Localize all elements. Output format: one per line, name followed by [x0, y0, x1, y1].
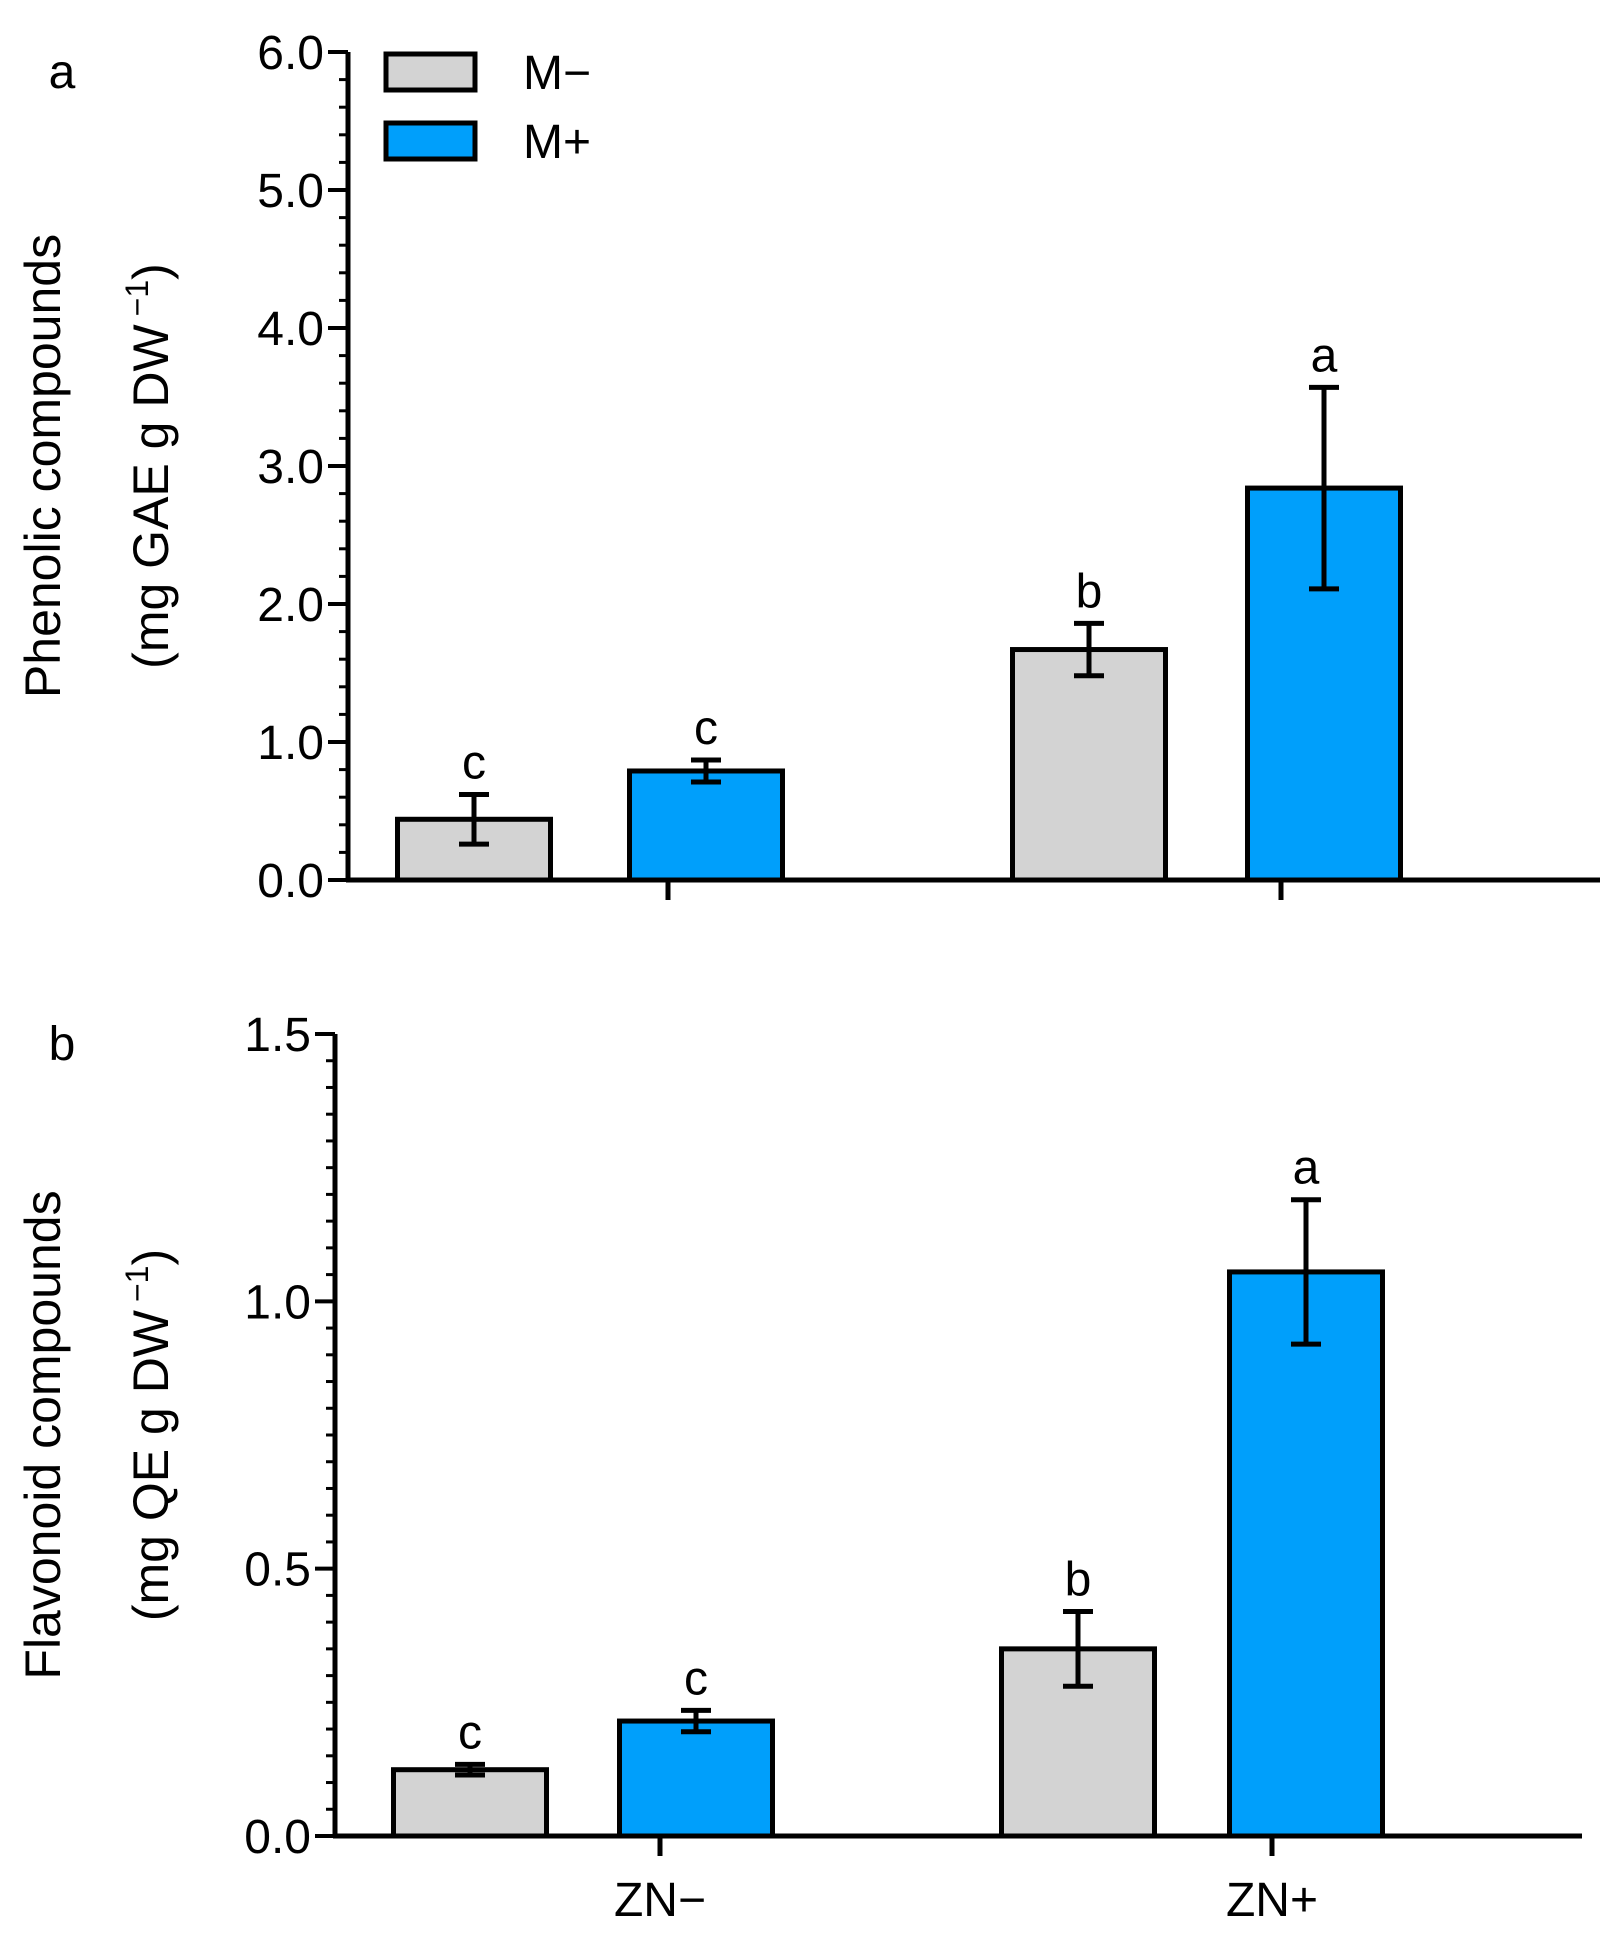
legend: M− M+: [383, 47, 591, 169]
x-category-label: ZN+: [1226, 1874, 1318, 1927]
y-axis-unit-text: (mg QE g DW: [123, 1309, 179, 1621]
y-tick-label: 0.5: [244, 1544, 311, 1597]
bar-m-plus-zn-minus: [617, 1718, 775, 1839]
bar-m-plus-zn-minus: [627, 768, 785, 883]
significance-letter: a: [1293, 1142, 1320, 1195]
y-axis-unit-text: (mg GAE g DW: [123, 324, 179, 669]
significance-letter: c: [694, 702, 718, 755]
y-axis-unit-label: (mg GAE g DW −1): [119, 263, 179, 669]
y-tick-label: 4.0: [257, 303, 324, 356]
significance-letter: b: [1065, 1553, 1092, 1606]
panel-label: a: [49, 46, 76, 99]
bar-m-minus-zn-minus: [391, 1767, 549, 1839]
x-category-label: ZN−: [614, 1874, 706, 1927]
significance-letter: a: [1311, 329, 1338, 382]
y-axis-unit-exponent: −1: [119, 280, 155, 316]
legend-label: M−: [523, 47, 591, 100]
significance-letter: c: [462, 736, 486, 789]
y-tick-label: 5.0: [257, 165, 324, 218]
y-tick-label: 0.0: [244, 1811, 311, 1864]
y-tick-label: 0.0: [257, 855, 324, 908]
significance-letter: c: [458, 1706, 482, 1759]
significance-letter: b: [1076, 565, 1103, 618]
y-axis-unit-close: ): [123, 263, 179, 280]
y-tick-label: 1.0: [257, 717, 324, 770]
significance-letter: c: [684, 1652, 708, 1705]
legend-label: M+: [523, 116, 591, 169]
chart-panel-a: a Phenolic compounds (mg GAE g DW −1) 0.0 1.0…: [15, 27, 1600, 908]
y-tick-label: 2.0: [257, 579, 324, 632]
bar-m-plus-zn-plus: [1227, 1269, 1385, 1839]
bar-m-minus-zn-plus: [1010, 647, 1168, 883]
y-axis-label: Flavonoid compounds: [15, 1190, 71, 1679]
y-tick-label: 1.0: [244, 1276, 311, 1329]
y-axis-unit-close: ): [123, 1249, 179, 1266]
y-axis-unit-exponent: −1: [119, 1266, 155, 1302]
y-axis-label: Phenolic compounds: [15, 234, 71, 698]
legend-swatch: [383, 51, 478, 93]
y-tick-label: 1.5: [244, 1009, 311, 1062]
legend-swatch: [383, 120, 478, 162]
y-tick-label: 6.0: [257, 27, 324, 80]
y-tick-label: 3.0: [257, 441, 324, 494]
y-axis-unit-label: (mg QE g DW −1): [119, 1249, 179, 1621]
chart-panel-b: b Flavonoid compounds (mg QE g DW −1) 0.0 0.5…: [15, 1009, 1582, 1927]
panel-label: b: [49, 1018, 76, 1071]
